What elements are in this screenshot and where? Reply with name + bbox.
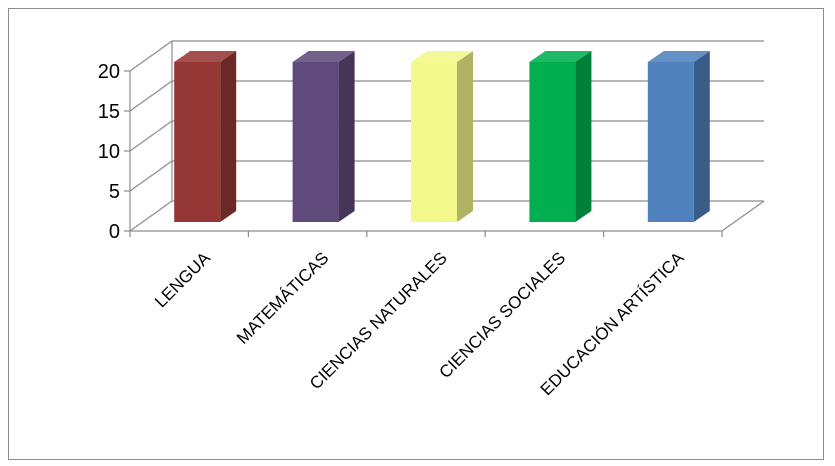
bar-lengua: [174, 51, 237, 222]
y-tick-label: 5: [109, 181, 120, 203]
bar-front-face: [647, 62, 694, 222]
bar-top-face: [647, 51, 710, 62]
gridline-side: [129, 160, 173, 192]
x-category-label: LENGUA: [151, 248, 214, 311]
bar-front-face: [292, 62, 339, 222]
gridline-side: [129, 200, 173, 232]
y-tick-label: 15: [98, 101, 120, 123]
bar-side-face: [575, 51, 592, 222]
floor-right-edge: [721, 200, 765, 232]
bar-side-face: [338, 51, 355, 222]
y-tick-label: 0: [109, 221, 120, 243]
bars: [174, 51, 710, 222]
x-category-label: CIENCIAS NATURALES: [306, 248, 451, 393]
y-axis-ticks: 0 5 10 15 20: [98, 61, 130, 243]
bar-front-face: [529, 62, 576, 222]
bar-side-face: [693, 51, 710, 222]
bar-front-face: [411, 62, 457, 222]
x-category-label: MATEMÁTICAS: [233, 248, 332, 347]
x-category-label: CIENCIAS SOCIALES: [436, 248, 570, 382]
bar-top-face: [529, 51, 592, 62]
bar-front-face: [174, 62, 221, 222]
gridline-side: [129, 80, 173, 112]
bar-top-face: [174, 51, 237, 62]
bar-ciencias-sociales: [529, 51, 592, 222]
bar-top-face: [411, 51, 473, 62]
bar-side-face: [457, 51, 473, 222]
gridline-side: [129, 120, 173, 152]
bar-ciencias-naturales: [411, 51, 473, 222]
bar-side-face: [220, 51, 237, 222]
bar-matem-ticas: [292, 51, 355, 222]
bar-educaci-n-art-stica: [647, 51, 710, 222]
y-tick-label: 10: [98, 141, 120, 163]
bar-top-face: [292, 51, 355, 62]
gridline-side: [129, 40, 173, 72]
y-tick-label: 20: [98, 61, 120, 83]
